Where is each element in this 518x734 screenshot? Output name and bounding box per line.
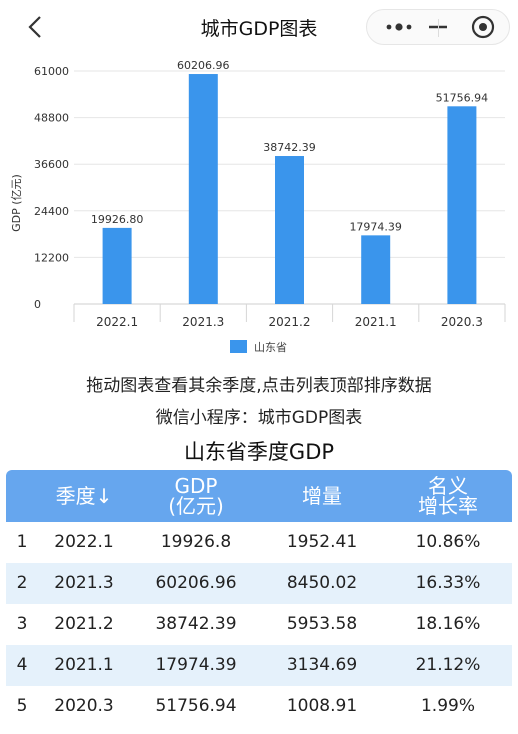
table-row[interactable]: 2 2021.3 60206.96 8450.02 16.33% bbox=[6, 563, 512, 604]
bar[interactable] bbox=[275, 156, 304, 304]
header-gdp-unit-label: (亿元) bbox=[168, 494, 224, 518]
y-tick-label: 48800 bbox=[34, 112, 69, 125]
bar[interactable] bbox=[102, 227, 132, 304]
legend-swatch bbox=[230, 340, 247, 353]
x-tick-label: 2021.1 bbox=[355, 315, 397, 329]
y-tick-label: 12200 bbox=[34, 251, 69, 264]
table-row[interactable]: 5 2020.3 51756.94 1008.91 1.99% bbox=[6, 686, 512, 727]
more-dots-icon bbox=[386, 23, 412, 31]
increase-cell: 3134.69 bbox=[286, 655, 358, 675]
chevron-left-icon bbox=[28, 16, 41, 38]
quarter-cell: 2021.3 bbox=[54, 573, 114, 593]
quarter-cell: 2021.1 bbox=[54, 655, 114, 675]
rank-cell: 3 bbox=[16, 614, 28, 634]
bar-value-label: 51756.94 bbox=[436, 91, 489, 104]
minus-icon bbox=[429, 25, 447, 29]
y-tick-label: 0 bbox=[34, 298, 41, 311]
bar[interactable] bbox=[188, 74, 218, 305]
gdp-table: 季度↓ GDP (亿元) 增量 名义 增长率 1 2022.1 19926.8 … bbox=[6, 470, 512, 727]
sort-by-quarter-header[interactable]: 季度↓ bbox=[44, 470, 124, 522]
quarter-cell: 2021.2 bbox=[54, 614, 114, 634]
bar[interactable] bbox=[447, 106, 477, 305]
y-tick-label: 61000 bbox=[34, 65, 69, 78]
growth-rate-cell: 21.12% bbox=[415, 655, 481, 675]
gdp-cell: 19926.8 bbox=[160, 532, 232, 552]
y-tick-label: 24400 bbox=[34, 205, 69, 218]
increase-cell: 5953.58 bbox=[286, 614, 358, 634]
bar-value-label: 60206.96 bbox=[177, 59, 230, 72]
gdp-cell: 60206.96 bbox=[155, 573, 237, 593]
quarter-cell: 2020.3 bbox=[54, 696, 114, 716]
header-increase-label: 增量 bbox=[302, 484, 342, 508]
sort-by-increase-header[interactable]: 增量 bbox=[272, 470, 372, 522]
table-row[interactable]: 4 2021.1 17974.39 3134.69 21.12% bbox=[6, 645, 512, 686]
growth-rate-cell: 18.16% bbox=[415, 614, 481, 634]
header-rate-label-2: 增长率 bbox=[418, 494, 478, 518]
quarter-cell: 2022.1 bbox=[54, 532, 114, 552]
bar-value-label: 38742.39 bbox=[263, 141, 316, 154]
bar[interactable] bbox=[361, 235, 391, 304]
rank-cell: 5 bbox=[16, 696, 28, 716]
sort-by-gdp-header[interactable]: GDP (亿元) bbox=[146, 470, 246, 522]
page-title: 城市GDP图表 bbox=[200, 18, 318, 40]
x-tick-label: 2021.3 bbox=[182, 315, 224, 329]
header-rate-label-1: 名义 bbox=[428, 474, 468, 498]
gdp-cell: 17974.39 bbox=[155, 655, 237, 675]
back-button[interactable] bbox=[22, 10, 52, 44]
legend-label: 山东省 bbox=[254, 341, 287, 354]
y-tick-label: 36600 bbox=[34, 158, 69, 171]
growth-rate-cell: 1.99% bbox=[420, 696, 475, 716]
increase-cell: 1952.41 bbox=[286, 532, 358, 552]
table-row[interactable]: 1 2022.1 19926.8 1952.41 10.86% bbox=[6, 522, 512, 563]
growth-rate-cell: 16.33% bbox=[415, 573, 481, 593]
header-gdp-label: GDP bbox=[174, 474, 218, 498]
bar-value-label: 19926.80 bbox=[91, 213, 144, 226]
y-axis-label: GDP (亿元) bbox=[10, 174, 23, 232]
table-title: 山东省季度GDP bbox=[183, 440, 335, 464]
x-tick-label: 2021.2 bbox=[269, 315, 311, 329]
increase-cell: 8450.02 bbox=[286, 573, 358, 593]
rank-cell: 1 bbox=[16, 532, 28, 552]
more-options-button[interactable] bbox=[381, 10, 427, 44]
gdp-bar-chart[interactable]: 0 12200 24400 36600 48800 61000 GDP (亿元) 1992… bbox=[0, 56, 518, 368]
gdp-cell: 51756.94 bbox=[155, 696, 237, 716]
x-tick-label: 2020.3 bbox=[441, 315, 483, 329]
close-button[interactable] bbox=[463, 10, 509, 44]
gdp-cell: 38742.39 bbox=[155, 614, 237, 634]
sort-by-rate-header[interactable]: 名义 增长率 bbox=[398, 470, 498, 522]
bar-value-label: 17974.39 bbox=[349, 220, 402, 233]
growth-rate-cell: 10.86% bbox=[415, 532, 481, 552]
nav-bar: 城市GDP图表 bbox=[0, 0, 518, 54]
capsule-divider bbox=[438, 19, 439, 37]
x-tick-label: 2022.1 bbox=[96, 315, 138, 329]
increase-cell: 1008.91 bbox=[286, 696, 358, 716]
header-quarter-label: 季度↓ bbox=[55, 484, 113, 508]
table-header: 季度↓ GDP (亿元) 增量 名义 增长率 bbox=[6, 470, 512, 522]
rank-cell: 4 bbox=[16, 655, 28, 675]
table-row[interactable]: 3 2021.2 38742.39 5953.58 18.16% bbox=[6, 604, 512, 645]
mini-program-capsule bbox=[366, 9, 510, 45]
mini-program-name-text: 微信小程序：城市GDP图表 bbox=[155, 408, 363, 428]
target-circle-icon bbox=[471, 15, 495, 39]
rank-cell: 2 bbox=[16, 573, 28, 593]
chart-hint-text: 拖动图表查看其余季度,点击列表顶部排序数据 bbox=[86, 376, 432, 396]
